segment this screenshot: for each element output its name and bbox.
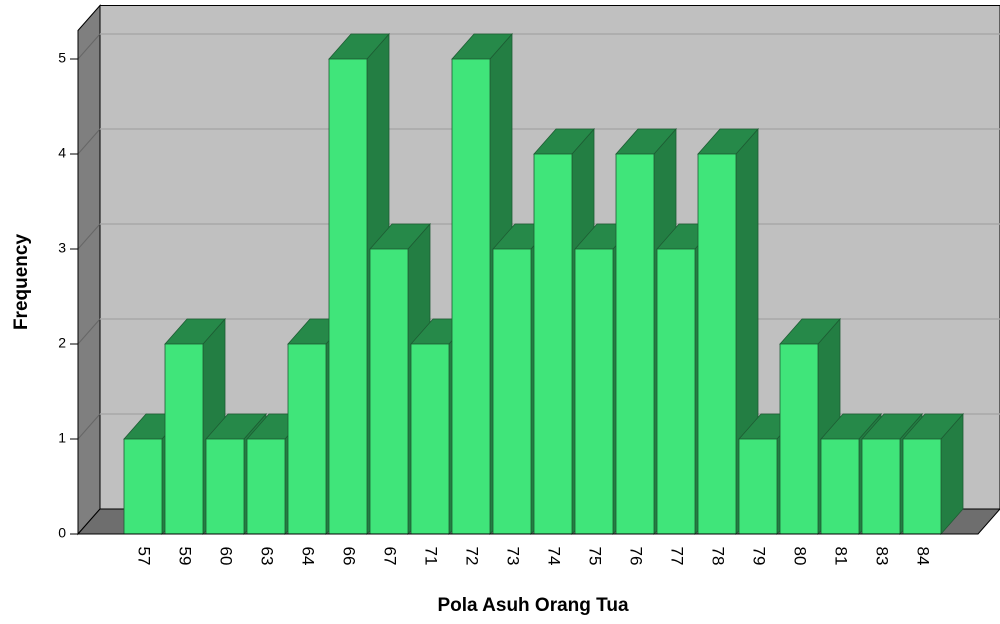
y-axis-title: Frequency xyxy=(11,234,32,331)
grid-line xyxy=(77,128,101,155)
y-tick-label: 0 xyxy=(58,525,66,541)
bar xyxy=(492,248,532,535)
y-tick-label: 4 xyxy=(58,145,66,161)
x-tick-label: 71 xyxy=(422,547,441,566)
x-tick-label: 59 xyxy=(176,547,195,566)
x-tick-label: 66 xyxy=(340,547,359,566)
bar xyxy=(861,438,901,535)
bar xyxy=(697,153,737,535)
x-tick-label: 76 xyxy=(627,547,646,566)
bar xyxy=(574,248,614,535)
grid-line xyxy=(77,413,101,440)
x-tick-label: 63 xyxy=(258,547,277,566)
x-tick-label: 60 xyxy=(217,547,236,566)
bar xyxy=(615,153,655,535)
y-tick-label: 5 xyxy=(58,50,66,66)
x-tick-label: 78 xyxy=(709,547,728,566)
y-tick-label: 3 xyxy=(58,240,66,256)
x-tick-label: 81 xyxy=(832,547,851,566)
y-tick-label: 1 xyxy=(58,430,66,446)
x-tick-label: 72 xyxy=(463,547,482,566)
bar xyxy=(451,58,491,535)
grid-line xyxy=(77,318,101,345)
bar xyxy=(205,438,245,535)
x-tick-label: 84 xyxy=(914,547,933,566)
x-tick-label: 74 xyxy=(545,547,564,566)
x-axis-title: Pola Asuh Orang Tua xyxy=(437,595,629,616)
x-tick-label: 64 xyxy=(299,547,318,566)
bar xyxy=(902,438,942,535)
grid-line xyxy=(77,33,101,60)
x-tick-label: 75 xyxy=(586,547,605,566)
x-tick-label: 67 xyxy=(381,547,400,566)
bar xyxy=(533,153,573,535)
bar xyxy=(287,343,327,535)
x-tick-label: 73 xyxy=(504,547,523,566)
grid-line xyxy=(77,223,101,250)
bar xyxy=(123,438,163,535)
side-wall xyxy=(77,4,101,536)
y-tick-label: 2 xyxy=(58,335,66,351)
x-tick-label: 57 xyxy=(135,547,154,566)
bar xyxy=(328,58,368,535)
x-tick-label: 80 xyxy=(791,547,810,566)
x-tick-label: 77 xyxy=(668,547,687,566)
x-tick-label: 83 xyxy=(873,547,892,566)
bar xyxy=(656,248,696,535)
bar xyxy=(410,343,450,535)
bar xyxy=(779,343,819,535)
bar xyxy=(820,438,860,535)
bar xyxy=(369,248,409,535)
bar xyxy=(164,343,204,535)
bar xyxy=(738,438,778,535)
bar xyxy=(246,438,286,535)
x-tick-label: 79 xyxy=(750,547,769,566)
